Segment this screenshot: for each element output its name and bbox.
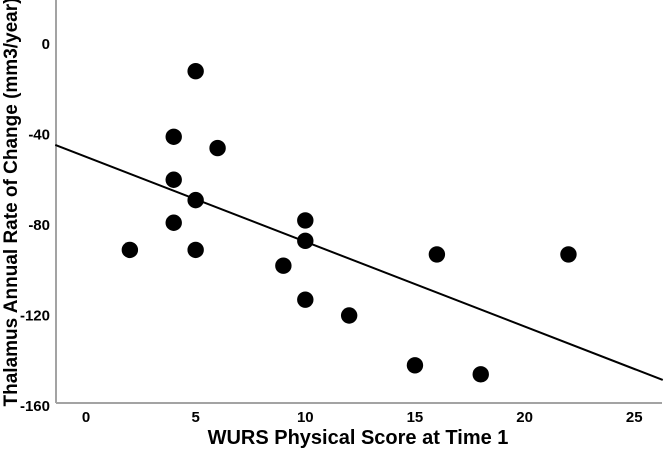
data-point [187,62,204,80]
data-point [165,128,182,145]
data-point [187,241,204,259]
data-point [121,241,139,259]
x-tick-label: 5 [191,409,199,426]
trendline [54,143,664,381]
data-point [406,357,424,374]
x-tick-label: 0 [82,409,90,426]
x-tick-label: 25 [626,409,643,426]
data-point [297,212,314,229]
y-tick-label: 0 [42,36,50,53]
data-point [209,139,226,157]
data-point [165,214,182,231]
x-axis-title: WURS Physical Score at Time 1 [208,427,509,449]
data-point [340,307,358,324]
data-point [560,246,577,263]
y-tick-label: -80 [28,217,50,234]
data-point [165,171,182,188]
data-point [428,246,446,263]
data-point [297,291,314,308]
y-tick-label: -160 [20,398,50,415]
data-point [472,366,489,383]
x-tick-label: 20 [516,409,533,426]
x-tick-label: 15 [407,409,424,426]
x-tick-label: 10 [297,409,314,426]
data-point [297,232,314,250]
y-tick-label: -40 [28,127,50,144]
chart-generated-layer: 0 5 10 15 20 25 0 -40 -80 -120 -160 [20,0,664,426]
y-tick-label: -120 [20,308,50,325]
y-axis-title: Thalamus Annual Rate of Change (mm3/year… [1,0,22,406]
data-point [187,191,204,209]
data-point [275,257,292,274]
